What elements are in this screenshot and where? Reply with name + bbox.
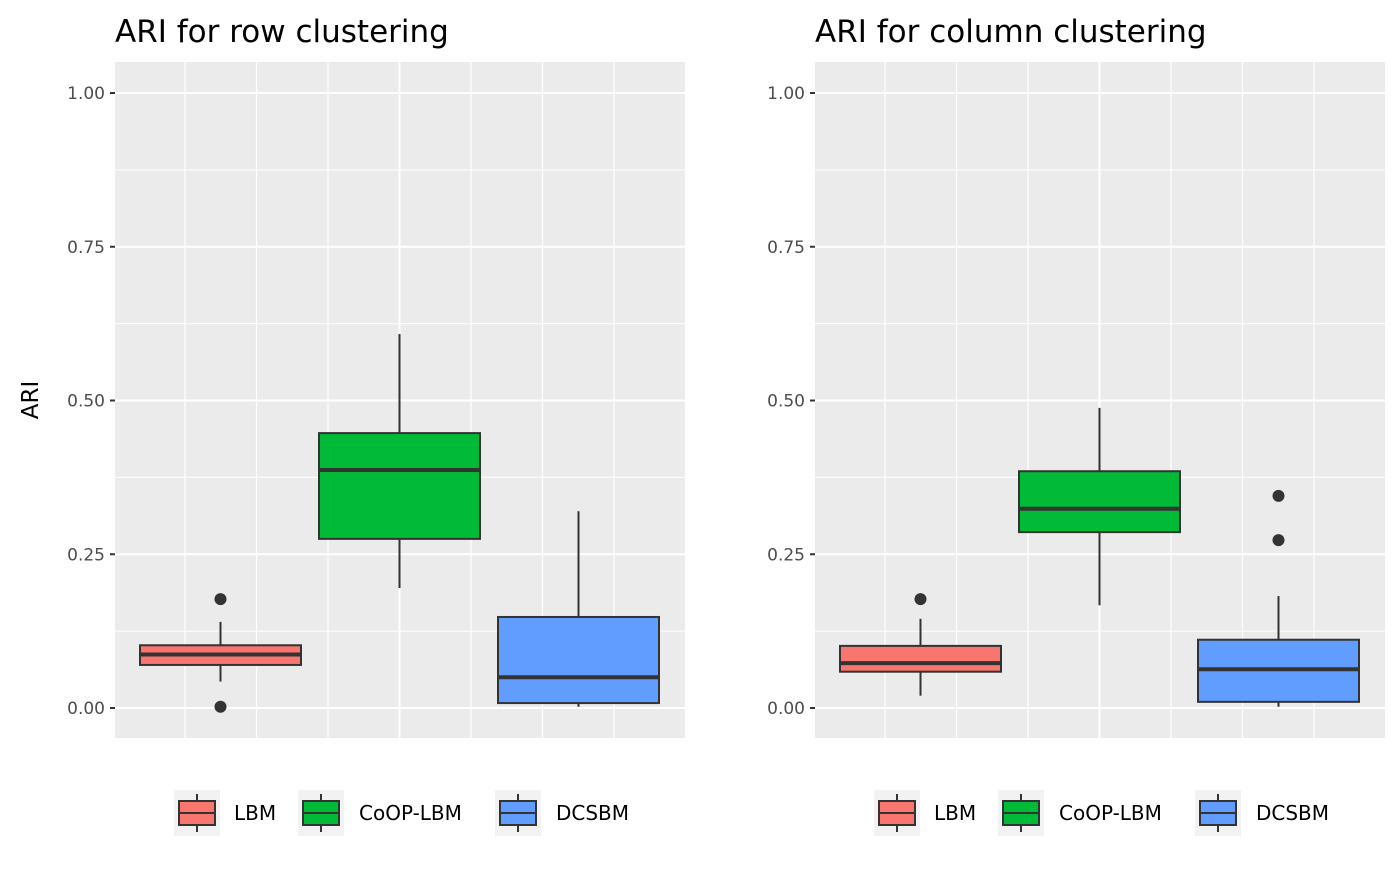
box-lbm	[839, 593, 1002, 696]
legend-label: DCSBM	[1256, 801, 1329, 825]
outlier-point	[214, 593, 227, 606]
legend-label: LBM	[234, 801, 276, 825]
box-coop-lbm	[318, 334, 481, 589]
legend-item-dcsbm: DCSBM	[495, 790, 629, 836]
box-iqr	[318, 432, 481, 540]
box-dcsbm	[497, 511, 660, 707]
panel-1: 0.00 0.25 0.50 0.75 1.00 ARI for row clusteri…	[18, 14, 685, 836]
panel-2: 0.00 0.25 0.50 0.75 1.00 ARI for column clust…	[767, 14, 1385, 836]
box-iqr	[497, 615, 660, 705]
legend-item-lbm: LBM	[874, 790, 976, 836]
legend-item-dcsbm: DCSBM	[1195, 790, 1329, 836]
box-coop-lbm	[1018, 407, 1181, 606]
outlier-point	[1272, 489, 1285, 502]
legend-label: CoOP-LBM	[1059, 801, 1162, 825]
y-axis-label: ARI	[18, 381, 44, 420]
legend-item-coop-lbm: CoOP-LBM	[998, 790, 1162, 836]
chart-title: ARI for column clustering	[815, 14, 1207, 50]
legend: LBM CoOP-LBM DCSBM	[874, 790, 1329, 836]
y-tick-label: 0.50	[767, 392, 805, 412]
y-tick-label: 0.75	[767, 238, 805, 258]
y-tick-label: 0.00	[767, 699, 805, 719]
outlier-point	[1272, 534, 1285, 547]
chart-title: ARI for row clustering	[115, 14, 449, 50]
y-tick-label: 0.75	[67, 238, 105, 258]
legend-label: LBM	[934, 801, 976, 825]
box-iqr	[839, 644, 1002, 673]
box-iqr	[1018, 470, 1181, 534]
legend: LBM CoOP-LBM DCSBM	[174, 790, 629, 836]
outlier-point	[214, 700, 227, 713]
outlier-point	[914, 593, 927, 606]
box-lbm	[139, 593, 302, 713]
box-dcsbm	[1197, 489, 1360, 707]
legend-label: CoOP-LBM	[359, 801, 462, 825]
y-tick-label: 0.25	[67, 545, 105, 565]
legend-item-coop-lbm: CoOP-LBM	[298, 790, 462, 836]
y-tick-label: 0.25	[767, 545, 805, 565]
y-tick-label: 0.50	[67, 392, 105, 412]
y-tick-label: 0.00	[67, 699, 105, 719]
legend-item-lbm: LBM	[174, 790, 276, 836]
y-tick-label: 1.00	[767, 84, 805, 104]
legend-label: DCSBM	[556, 801, 629, 825]
y-tick-label: 1.00	[67, 84, 105, 104]
